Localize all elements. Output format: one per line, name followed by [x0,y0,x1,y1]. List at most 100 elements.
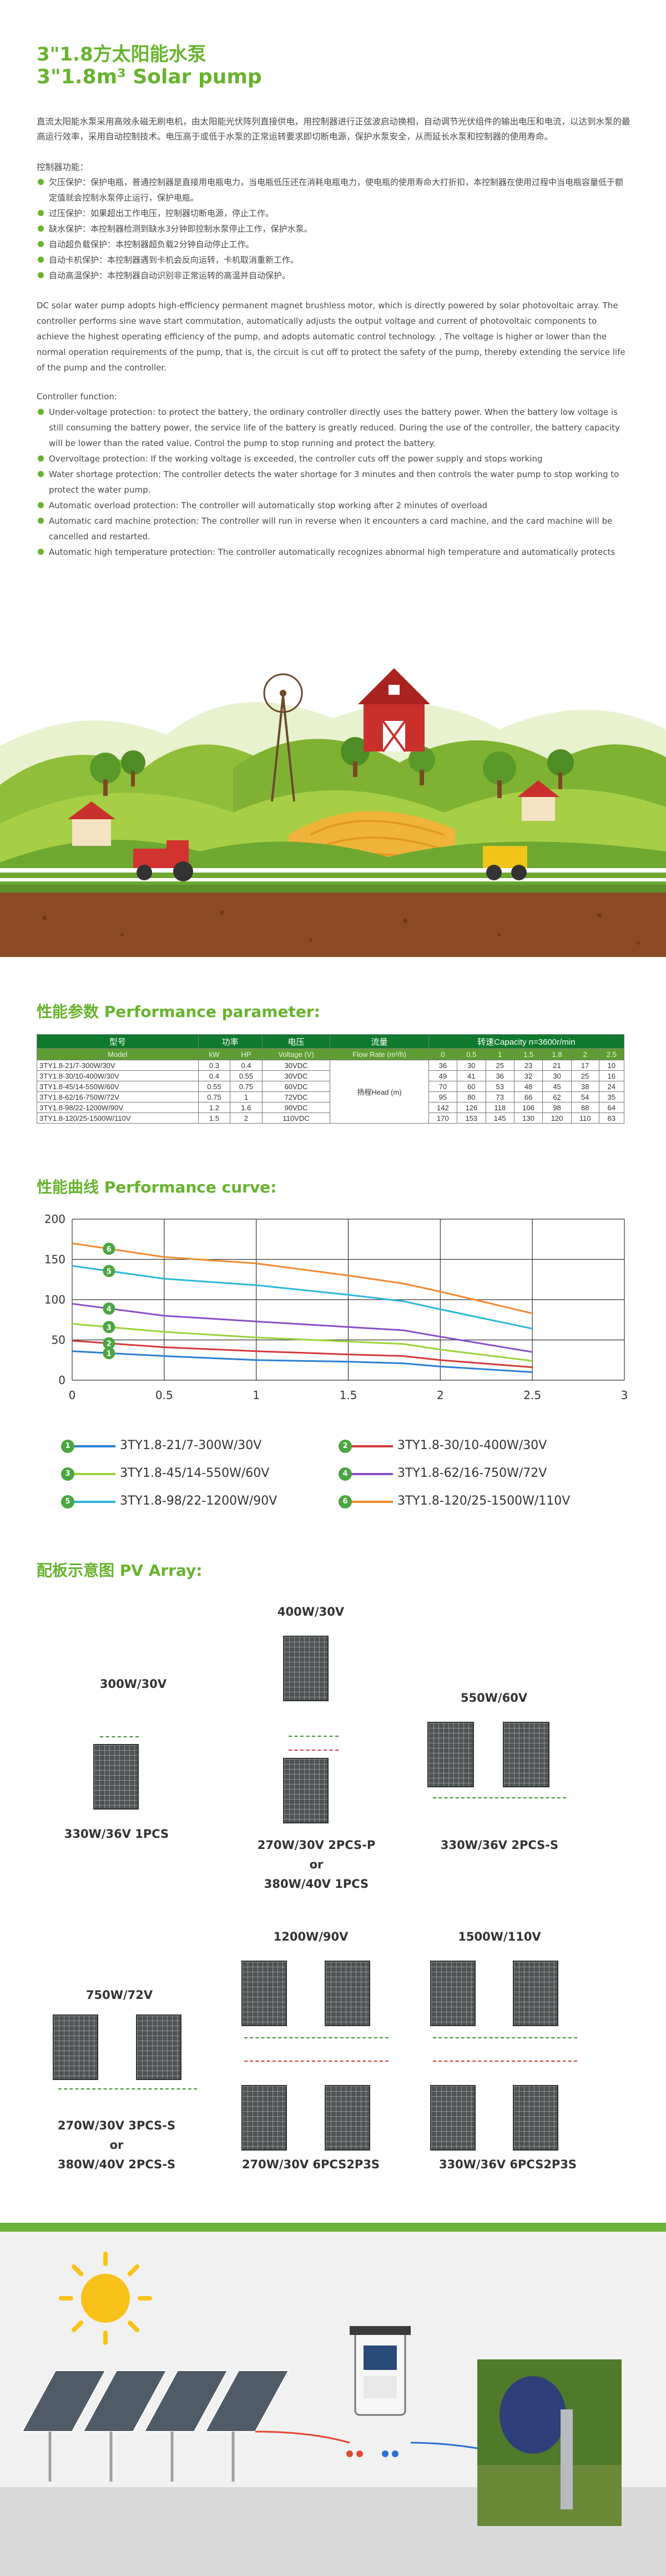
pv-label: 270W/30V 3PCS-S [57,2119,176,2132]
legend-label: 3TY1.8-21/7-300W/30V [120,1439,262,1452]
solar-panel [430,2085,476,2151]
pv-label: 750W/72V [85,1988,153,2002]
table-row: 3TY1.8-30/10-400W/30V 0.4 0.55 30VDC 49 41 36 3… [37,1070,625,1081]
pv-label: 270W/30V 2PCS-P [257,1838,376,1852]
subheader-cell: 1.8 [542,1048,572,1060]
table-cell: 3TY1.8-62/16-750W/72V [37,1091,199,1102]
solar-panel [427,1722,474,1787]
bullet-icon [38,471,44,477]
col-model: 型号 [37,1034,199,1049]
wire [58,2088,197,2091]
table-cell: 0.75 [230,1081,263,1092]
table-cell: 1.5 [198,1112,231,1124]
table-cell: 30VDC [261,1070,331,1081]
subheader-cell: Voltage (V) [261,1048,331,1060]
col-power: 功率 [198,1034,263,1049]
col-speed: 转速Capacity n=3600r/min [428,1034,625,1049]
table-cell: 30 [542,1070,572,1081]
table-cell: 0.75 [198,1091,231,1102]
subheader-cell: kW [198,1048,231,1060]
table-cell: 66 [513,1091,543,1102]
series-marker-3 [103,1321,115,1334]
table-cell: 1.6 [230,1102,263,1113]
table-cell: 90VDC [261,1102,331,1113]
pv-label: 330W/36V 1PCS [64,1827,169,1841]
solar-panel [430,1961,476,2026]
y-tick-label: 100 [44,1293,65,1306]
table-cell: 16 [598,1070,625,1081]
table-cell: 118 [485,1102,514,1113]
series-marker-label: 2 [107,1340,112,1349]
pv-label: 300W/30V [99,1677,167,1691]
legend-label: 3TY1.8-45/14-550W/60V [120,1466,270,1480]
subheader-cell: 0 [428,1048,458,1060]
table-cell: 98 [542,1102,572,1113]
table-cell: 23 [513,1060,543,1071]
series-line-5 [72,1265,533,1330]
series-line-3 [72,1323,533,1362]
solar-panel [283,1758,329,1823]
list-item: 过压保护：如果超出工作电压，控制器切断电源，停止工作。 [37,206,630,221]
series-marker-label: 6 [107,1245,112,1254]
wire [433,2061,577,2063]
bullet-icon [38,409,44,415]
bullet-icon [38,257,44,263]
y-tick-label: 50 [52,1334,65,1347]
legend-number: 4 [339,1467,352,1481]
performance-table: 型号 功率 电压 流量 转速Capacity n=3600r/min Model… [37,1034,625,1124]
table-cell: 1 [230,1091,263,1102]
table-cell: 142 [428,1102,458,1113]
head-label: 扬程Head (m) [330,1060,429,1124]
table-cell: 0.55 [230,1070,263,1081]
wire [289,1750,339,1752]
pv-label: 1200W/90V [273,1930,349,1943]
subheader-cell: 2 [571,1048,599,1060]
legend-swatch [339,1473,393,1475]
bullet-icon [38,210,44,216]
x-tick-label: 0 [69,1389,76,1402]
table-cell: 110VDC [261,1112,331,1124]
table-cell: 2 [230,1112,263,1124]
table-cell: 1.2 [198,1102,231,1113]
series-marker-label: 5 [107,1267,112,1276]
solar-panel [325,1961,370,2026]
subheader-cell: 1 [485,1048,514,1060]
list-item: Automatic card machine protection: The c… [37,513,630,544]
solar-panel [325,2085,370,2151]
pv-label: 380W/40V 2PCS-S [57,2158,176,2171]
series-marker-label: 1 [107,1350,112,1358]
table-cell: 30 [457,1060,486,1071]
table-cell: 73 [485,1091,514,1102]
table-cell: 70 [428,1081,458,1092]
list-item: 自动卡机保护：本控制器遇到卡机会反向运转，卡机取消重新工作。 [37,252,630,268]
legend-number: 5 [61,1495,74,1508]
table-cell: 120 [542,1112,572,1124]
sun-icon [59,2252,152,2345]
table-cell: 60 [457,1081,486,1092]
legend-label: 3TY1.8-62/16-750W/72V [397,1466,547,1480]
series-marker-5 [103,1265,115,1277]
performance-title: 性能参数 Performance parameter: [37,1003,320,1021]
controller-cn-title: 控制器功能： [37,162,89,172]
controller-en-title: Controller function: [37,392,117,402]
subheader-cell: Model [37,1048,199,1060]
legend-swatch [339,1445,393,1447]
table-cell: 62 [542,1091,572,1102]
pv-title: 配板示意图 PV Array: [37,1561,203,1580]
table-cell: 0.4 [230,1060,263,1071]
y-tick-label: 0 [58,1374,65,1387]
table-row: 3TY1.8-21/7-300W/30V 0.3 0.4 30VDC 扬程Head (m… [37,1060,625,1124]
x-tick-label: 3 [621,1389,628,1402]
table-cell: 45 [542,1081,572,1092]
table-cell: 95 [428,1091,458,1102]
x-tick-label: 1 [253,1389,260,1402]
legend-label: 3TY1.8-30/10-400W/30V [397,1439,547,1452]
solar-panel [283,1636,329,1701]
table-cell: 0.55 [198,1081,231,1092]
table-cell: 54 [571,1091,599,1102]
bullet-icon [38,272,44,278]
col-voltage: 电压 [261,1034,331,1049]
series-marker-label: 3 [107,1324,112,1332]
table-cell: 32 [513,1070,543,1081]
